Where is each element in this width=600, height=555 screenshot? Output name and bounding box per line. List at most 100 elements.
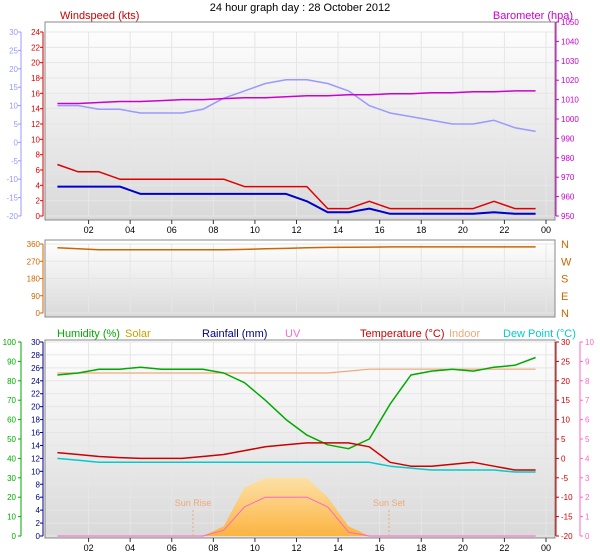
temperature-line — [57, 79, 536, 133]
temp-tick-label: 30 — [9, 28, 18, 37]
sun-set-label: Sun Set — [373, 498, 406, 508]
rain-tick-label: 30 — [31, 338, 40, 347]
temperature-tick-label: -15 — [561, 513, 573, 522]
uv-tick-label: 5 — [585, 435, 590, 444]
wind-tick-label: 0 — [36, 212, 41, 221]
humidity-tick-label: 20 — [7, 493, 16, 502]
humidity-tick-label: 60 — [7, 416, 16, 425]
uv-tick-label: 10 — [585, 338, 594, 347]
temperature-tick-label: 0 — [561, 454, 566, 463]
panel3-x-ticks: 02 04 06 08 10 12 14 16 18 20 22 00 — [84, 538, 551, 553]
wind-tick-label: 2 — [36, 197, 41, 206]
rain-tick-label: 2 — [36, 519, 41, 528]
dewpoint-line — [57, 457, 536, 473]
wind-direction-line — [57, 246, 536, 251]
wind-tick-label: 20 — [31, 59, 40, 68]
uv-tick-label: 6 — [585, 416, 590, 425]
baro-tick-label: 960 — [561, 193, 575, 202]
rain-tick-label: 16 — [31, 429, 40, 438]
humidity-tick-label: 30 — [7, 474, 16, 483]
wind-tick-label: 14 — [31, 105, 40, 114]
x-tick-label: 14 — [333, 225, 343, 235]
temp-tick-label: -15 — [6, 194, 18, 203]
temp-tick-label: 5 — [14, 120, 19, 129]
rain-tick-label: 10 — [31, 467, 40, 476]
temp-tick-label: -5 — [11, 157, 19, 166]
x-tick-label: 08 — [208, 225, 218, 235]
temperature-tick-label: 25 — [561, 357, 570, 366]
x-tick-label: 10 — [250, 225, 260, 235]
x-tick-label: 02 — [84, 225, 94, 235]
solar-area — [57, 477, 536, 536]
x-tick-label: 14 — [333, 543, 343, 553]
panel3-series — [57, 356, 536, 537]
humidity-tick-label: 10 — [7, 513, 16, 522]
legend-temperature: Temperature (°C) — [360, 328, 444, 340]
uv-tick-label: 9 — [585, 357, 590, 366]
rain-tick-label: 8 — [36, 480, 41, 489]
panel1-x-ticks: 02 04 06 08 10 12 14 16 18 20 22 00 — [84, 220, 551, 235]
panel2-grid — [46, 243, 554, 314]
panel2-series — [57, 246, 536, 251]
baro-tick-label: 1030 — [561, 57, 579, 66]
humidity-tick-label: 40 — [7, 454, 16, 463]
humidity-tick-label: 70 — [7, 396, 16, 405]
legend-indoor: Indoor — [449, 328, 481, 340]
rain-tick-label: 14 — [31, 441, 40, 450]
x-tick-label: 12 — [291, 543, 301, 553]
panel3-legend: Humidity (%) Solar Rainfall (mm) UV Temp… — [57, 328, 576, 340]
temperature-tick-label: 10 — [561, 416, 570, 425]
legend-rainfall: Rainfall (mm) — [202, 328, 267, 340]
baro-tick-label: 950 — [561, 212, 575, 221]
x-tick-label: 00 — [541, 543, 551, 553]
x-tick-label: 20 — [458, 543, 468, 553]
x-tick-label: 16 — [375, 543, 385, 553]
wind-tick-label: 22 — [31, 43, 40, 52]
rain-tick-label: 0 — [36, 532, 41, 541]
panel1-series — [57, 79, 536, 215]
compass-label: S — [561, 274, 568, 286]
panel3-tick-labels: 0102030405060708090100024681012141618202… — [3, 338, 595, 541]
panel1-tick-labels: 024681012141618202224-20-15-10-505101520… — [6, 18, 579, 221]
baro-tick-label: 990 — [561, 134, 575, 143]
panel1-right-title: Barometer (hpa) — [493, 10, 573, 22]
rain-tick-label: 18 — [31, 416, 40, 425]
x-tick-label: 18 — [416, 225, 426, 235]
humidity-tick-label: 90 — [7, 357, 16, 366]
wind-tick-label: 4 — [36, 181, 41, 190]
chart-title: 24 hour graph day : 28 October 2012 — [210, 2, 390, 14]
temperature-tick-label: -20 — [561, 532, 573, 541]
rain-tick-label: 28 — [31, 351, 40, 360]
baro-tick-label: 1050 — [561, 18, 579, 27]
temperature-tick-label: -5 — [561, 474, 569, 483]
temp-tick-label: 10 — [9, 102, 18, 111]
rain-tick-label: 12 — [31, 454, 40, 463]
baro-tick-label: 970 — [561, 173, 575, 182]
legend-dewpoint: Dew Point (°C) — [503, 328, 576, 340]
temp-tick-label: 25 — [9, 46, 18, 55]
temperature-tick-label: -10 — [561, 493, 573, 502]
legend-uv: UV — [285, 328, 301, 340]
x-tick-label: 16 — [375, 225, 385, 235]
baro-tick-label: 1020 — [561, 76, 579, 85]
humidity-line — [57, 356, 536, 450]
x-tick-label: 12 — [291, 225, 301, 235]
x-tick-label: 04 — [125, 225, 135, 235]
wind-tick-label: 16 — [31, 89, 40, 98]
dir-tick-label: 270 — [27, 257, 41, 266]
uv-tick-label: 4 — [585, 454, 590, 463]
wind-tick-label: 6 — [36, 166, 41, 175]
humidity-tick-label: 100 — [3, 338, 17, 347]
humidity-tick-label: 0 — [12, 532, 17, 541]
compass-label: E — [561, 291, 568, 303]
x-tick-label: 04 — [125, 543, 135, 553]
rain-tick-label: 24 — [31, 377, 40, 386]
temperature-line-2 — [57, 442, 536, 471]
baro-tick-label: 980 — [561, 154, 575, 163]
temp-tick-label: 0 — [14, 138, 19, 147]
x-tick-label: 18 — [416, 543, 426, 553]
panel1-grid — [46, 31, 554, 217]
x-tick-label: 22 — [499, 543, 509, 553]
sun-rise-label: Sun Rise — [175, 498, 212, 508]
